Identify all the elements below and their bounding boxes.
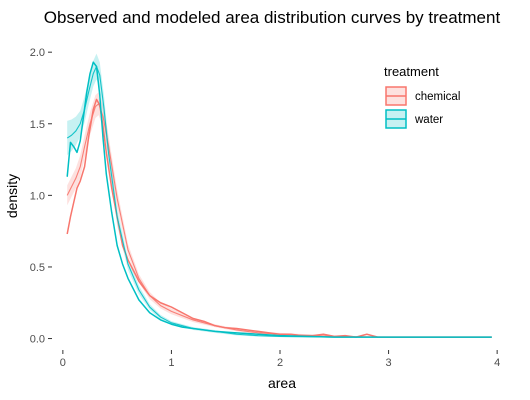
y-tick-label: 1.0 xyxy=(30,190,45,202)
y-tick-label: 2.0 xyxy=(30,47,45,59)
legend-title: treatment xyxy=(384,64,439,79)
x-tick-label: 0 xyxy=(60,357,66,369)
series-line-modeled-chemical xyxy=(66,103,492,338)
y-tick-label: 1.5 xyxy=(30,119,45,131)
series-line-modeled-water xyxy=(66,65,492,338)
x-tick-label: 2 xyxy=(277,357,283,369)
y-tick-label: 0.0 xyxy=(30,334,45,346)
plot-area xyxy=(66,53,492,338)
series-line-observed-chemical xyxy=(66,98,492,338)
legend-label-water: water xyxy=(414,114,443,126)
chart-title: Observed and modeled area distribution c… xyxy=(44,8,501,27)
y-axis-title: density xyxy=(4,174,20,218)
x-tick-label: 1 xyxy=(168,357,174,369)
axes: 0 1 2 3 4 0.0 0.5 1.0 1.5 2.0 xyxy=(30,47,501,369)
x-tick-label: 4 xyxy=(494,357,500,369)
x-tick-label: 3 xyxy=(386,357,392,369)
legend-label-chemical: chemical xyxy=(415,91,460,103)
y-tick-label: 0.5 xyxy=(30,262,45,274)
legend: treatment chemical water xyxy=(384,64,460,129)
series-line-observed-water xyxy=(66,61,492,338)
x-axis-title: area xyxy=(268,375,296,391)
